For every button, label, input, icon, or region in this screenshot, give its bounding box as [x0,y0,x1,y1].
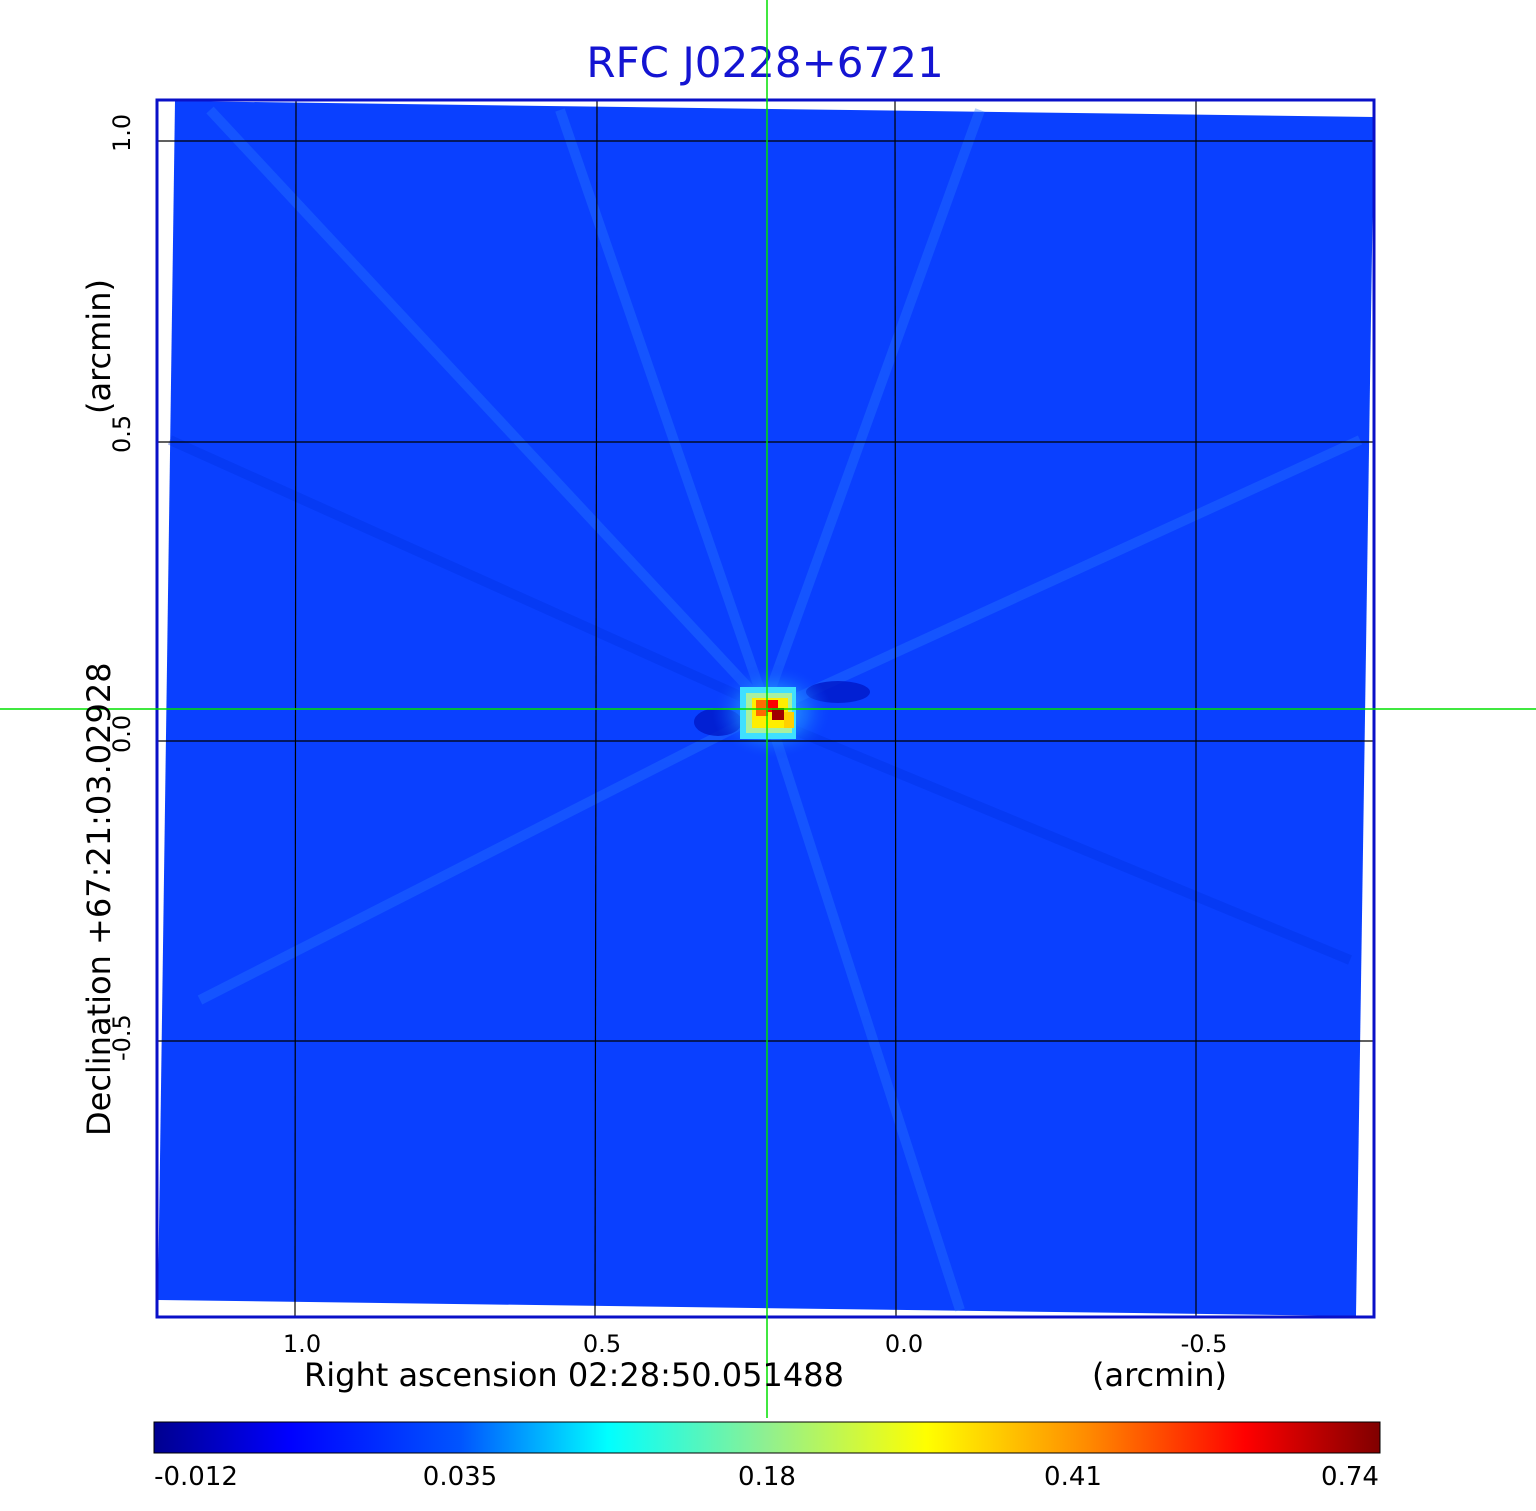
colorbar-tick-label: -0.012 [154,1462,238,1492]
x-tick-label: 0.0 [884,1330,924,1358]
x-axis-label: Right ascension 02:28:50.051488 [304,1356,844,1394]
y-axis-label: Declination +67:21:03.02928 [80,662,118,1136]
radio-source [712,664,832,760]
x-tick-label: 0.5 [582,1330,622,1358]
x-tick-label: 1.0 [282,1330,322,1358]
x-axis-unit: (arcmin) [1092,1356,1227,1394]
colorbar-tick-label: 0.035 [422,1462,498,1492]
y-axis-unit: (arcmin) [80,279,118,414]
colorbar [153,1421,1381,1454]
image-title: RFC J0228+6721 [586,38,944,87]
colorbar-tick-label: 0.74 [1321,1462,1379,1492]
sidelobe-streaks [167,106,1363,1312]
y-tick-label: 1.0 [108,113,136,152]
y-tick-label: 0.5 [108,414,136,453]
colorbar-tick-label: 0.41 [1044,1462,1102,1492]
colorbar-tick-label: 0.18 [738,1462,796,1492]
crosshair [0,0,1536,1418]
x-tick-label: -0.5 [1180,1330,1228,1358]
